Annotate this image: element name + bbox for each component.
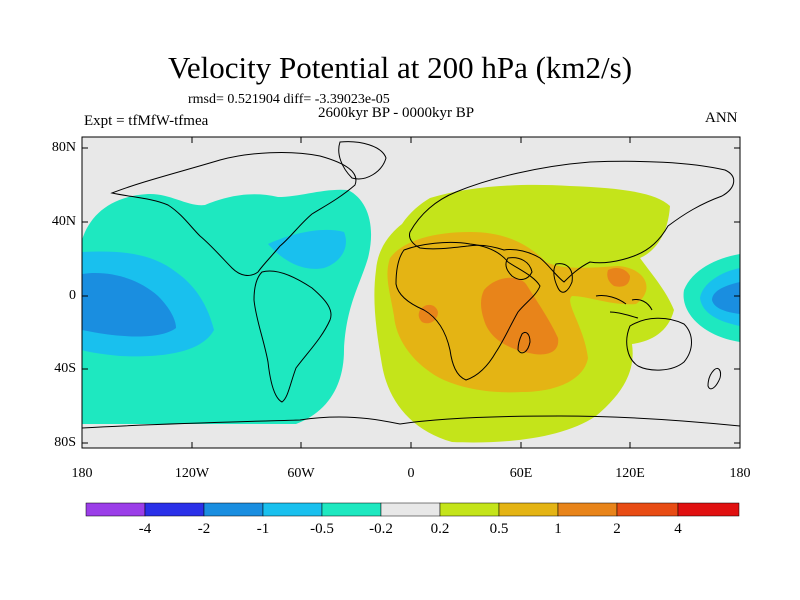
colorbar-box-9 [557, 502, 618, 517]
map-field [82, 137, 740, 448]
time-period: 2600kyr BP - 0000kyr BP [318, 105, 475, 121]
colorbar-label-4: -0.5 [310, 521, 334, 537]
coastlines [82, 141, 740, 429]
lon-label-120w: 120W [174, 466, 210, 481]
colorbar-box-7 [439, 502, 500, 517]
lon-label-60w: 60W [287, 466, 315, 481]
colorbar-box-4 [262, 502, 323, 517]
colorbar-label-3: -1 [256, 521, 270, 537]
contour-neg-strong-east [712, 282, 740, 314]
lon-label-0: 0 [407, 466, 415, 481]
colorbar-box-5 [321, 502, 382, 517]
map-title: Velocity Potential at 200 hPa (km2/s) [167, 50, 633, 85]
contour-pos-strong-indonesia [607, 268, 630, 287]
colorbar-box-8 [498, 502, 559, 517]
lat-label-40n: 40N [51, 214, 76, 229]
colorbar-label-6: 0.2 [430, 521, 450, 537]
lat-label-80s: 80S [54, 435, 76, 450]
colorbar-box-3 [203, 502, 264, 517]
colorbar-label-9: 2 [613, 521, 621, 537]
axis-ticks [81, 137, 741, 448]
rmsd-diff-stats: rmsd= 0.521904 diff= -3.39023e-05 [188, 92, 390, 107]
colorbar-box-6 [380, 502, 441, 517]
colorbar-box-11 [677, 502, 740, 517]
contour-neg-strong-west [82, 272, 176, 337]
colorbar-box-1 [85, 502, 146, 517]
lat-label-40s: 40S [54, 361, 76, 376]
lat-label-80n: 80N [51, 140, 76, 155]
season-label: ANN [705, 110, 738, 126]
colorbar-label-10: 4 [674, 521, 682, 537]
colorbar-label-7: 0.5 [489, 521, 509, 537]
lon-label-180w: 180 [71, 466, 93, 481]
lon-label-180e: 180 [729, 466, 751, 481]
lat-label-equator: 0 [69, 288, 76, 303]
colorbar-box-2 [144, 502, 205, 517]
colorbar-label-2: -2 [197, 521, 211, 537]
experiment-label: Expt = tfMfW-tfmea [84, 113, 209, 129]
colorbar-label-5: -0.2 [369, 521, 393, 537]
contour-pos-strong-east-africa [481, 277, 559, 355]
colorbar-label-1: -4 [138, 521, 152, 537]
colorbar-box-10 [616, 502, 679, 517]
colorbar-label-8: 1 [554, 521, 562, 537]
lon-label-120e: 120E [615, 466, 645, 481]
lon-label-60e: 60E [509, 466, 533, 481]
colorbar [85, 502, 740, 517]
